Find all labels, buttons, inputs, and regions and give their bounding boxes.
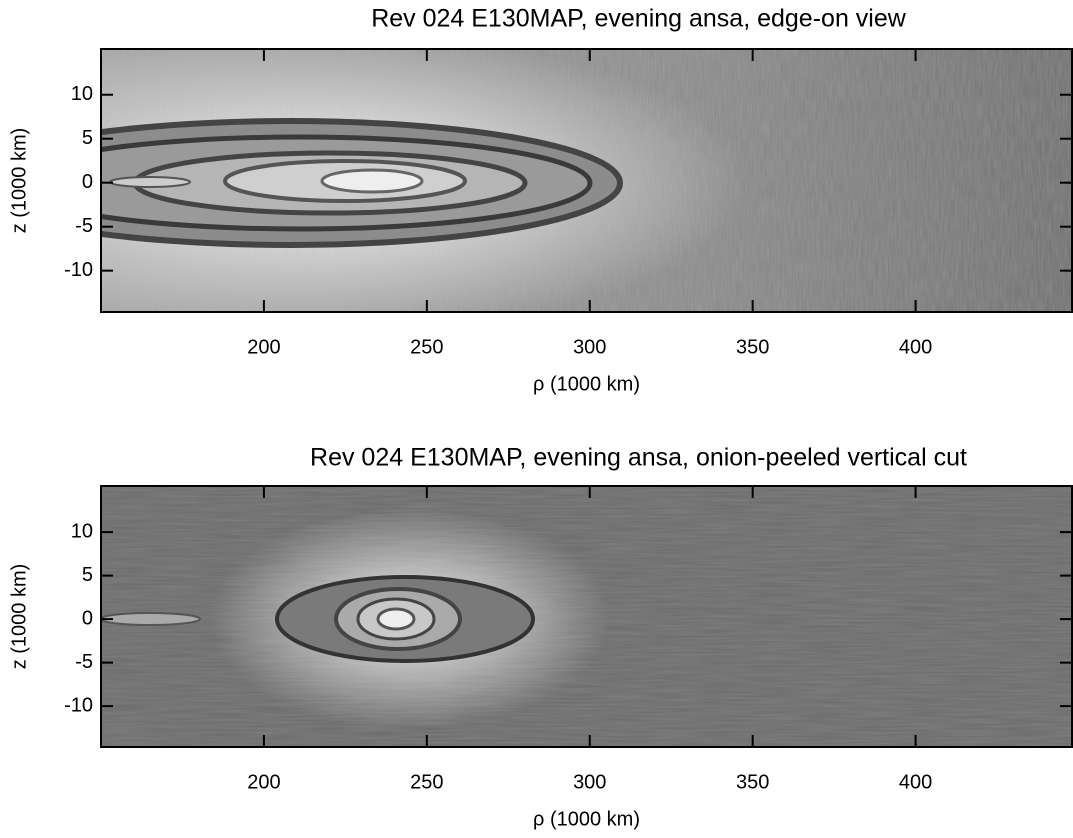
x-tick-label: 400 (899, 336, 932, 358)
y-tick-label: -5 (75, 651, 93, 673)
chart-title: Rev 024 E130MAP, evening ansa, edge-on v… (371, 5, 907, 33)
x-axis-label: ρ (1000 km) (533, 808, 640, 830)
x-axis-label: ρ (1000 km) (533, 373, 640, 395)
plot-frame (100, 485, 1073, 748)
x-tick-label: 200 (247, 771, 280, 793)
plot-frame (100, 48, 1073, 313)
y-tick-label: 5 (82, 127, 93, 149)
x-tick-label: 350 (736, 336, 769, 358)
x-tick-label: 400 (899, 771, 932, 793)
image (101, 49, 1073, 312)
y-tick-label: 10 (71, 520, 93, 542)
y-axis-label: z (1000 km) (8, 564, 30, 670)
x-tick-label: 200 (247, 336, 280, 358)
y-tick-label: -10 (64, 259, 93, 281)
y-tick-label: 0 (82, 171, 93, 193)
y-tick-label: 5 (82, 564, 93, 586)
x-tick-label: 250 (410, 336, 443, 358)
x-tick-label: 350 (736, 771, 769, 793)
y-tick-label: -10 (64, 694, 93, 716)
y-tick-label: -5 (75, 215, 93, 237)
x-tick-label: 300 (573, 771, 606, 793)
y-tick-label: 10 (71, 83, 93, 105)
chart-title: Rev 024 E130MAP, evening ansa, onion-pee… (310, 444, 967, 472)
x-tick-label: 300 (573, 336, 606, 358)
y-axis-label: z (1000 km) (8, 128, 30, 234)
x-tick-label: 250 (410, 771, 443, 793)
image (101, 486, 1073, 747)
y-tick-label: 0 (82, 607, 93, 629)
